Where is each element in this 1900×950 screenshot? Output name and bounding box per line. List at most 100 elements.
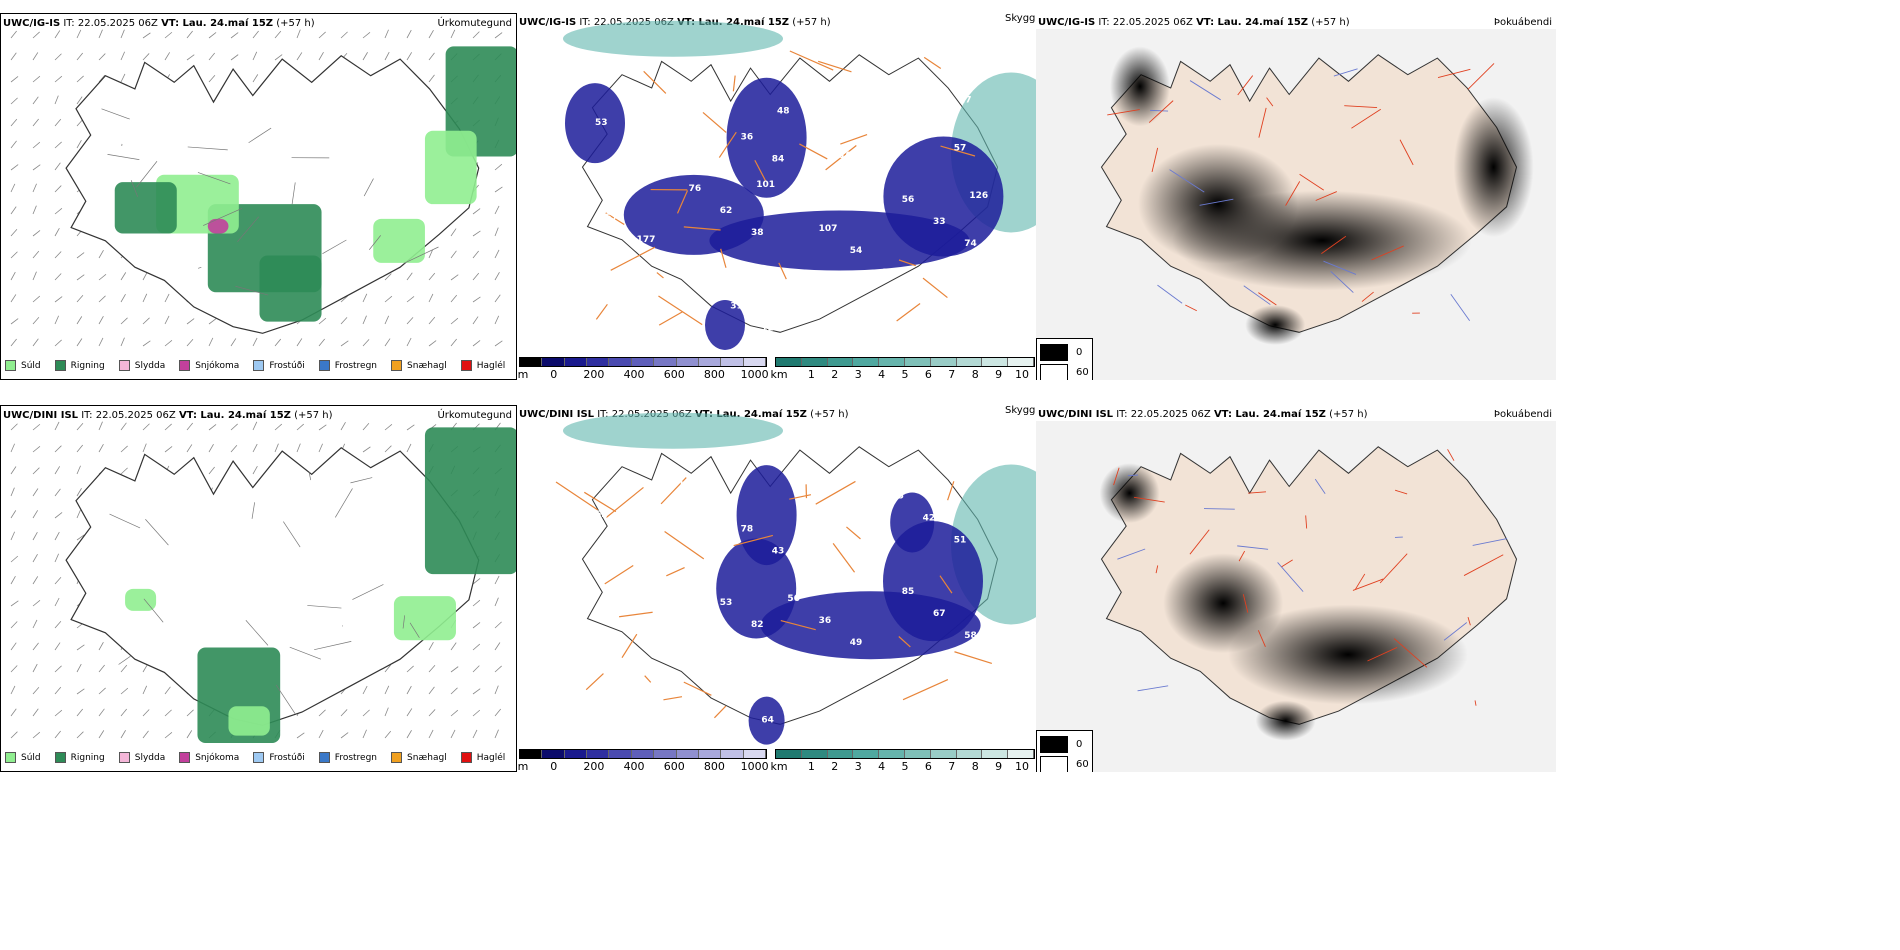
ceiling-visibility-panel-bottom: UWC/DINI ISL IT: 22.05.2025 06Z VT: Lau.… xyxy=(517,405,1037,772)
ceiling-value-label: 98 xyxy=(616,309,629,319)
wind-barb xyxy=(32,164,41,171)
wind-barb xyxy=(10,555,19,563)
ceiling-value-label: 78 xyxy=(741,524,754,534)
ceiling-value-label: 76 xyxy=(689,184,702,194)
legend-swatch xyxy=(391,752,403,763)
colorbar-tick: 2 xyxy=(831,760,839,772)
river-line xyxy=(1157,284,1183,304)
precip-area xyxy=(125,588,157,611)
wind-barb xyxy=(362,446,371,453)
legend-swatch xyxy=(118,360,130,371)
road-line xyxy=(732,75,736,92)
wind-barb xyxy=(98,274,107,281)
fog-area xyxy=(1099,463,1160,524)
road-line xyxy=(1258,107,1267,138)
colorbar-tick: 6 xyxy=(924,368,932,380)
colorbar-tick: 200 xyxy=(583,760,605,772)
ceiling-value-label: 65 xyxy=(699,279,712,289)
legend-swatch xyxy=(179,360,191,371)
road-line xyxy=(409,622,420,638)
wind-barb xyxy=(450,250,457,259)
colorbar-tick: 400 xyxy=(623,368,645,380)
colorbar-cell xyxy=(956,358,983,366)
wind-barb xyxy=(54,207,63,215)
ceiling-value-label: 53 xyxy=(720,598,733,608)
colorbar-unit: m xyxy=(517,368,529,380)
wind-barb xyxy=(142,709,150,717)
road-line xyxy=(187,146,228,151)
wind-barb xyxy=(208,424,217,431)
ceiling-value-label: 43 xyxy=(772,546,785,556)
wind-barb xyxy=(142,340,151,347)
ceiling-value-label: 54 xyxy=(850,246,863,256)
wind-barb xyxy=(54,251,62,259)
road-line xyxy=(555,481,598,511)
precip-map xyxy=(10,29,516,347)
wind-barb xyxy=(494,163,503,171)
fog-swatch xyxy=(1040,735,1068,753)
wind-barb xyxy=(406,296,415,303)
wind-barb xyxy=(120,422,127,431)
fog-area xyxy=(1228,604,1468,705)
wind-barb xyxy=(32,576,39,585)
wind-barb xyxy=(142,317,150,325)
wind-barb xyxy=(98,29,103,39)
wind-barb xyxy=(362,729,367,739)
ceiling-value-label: 177 xyxy=(637,235,656,245)
wind-barb xyxy=(296,29,301,39)
colorbar-cell xyxy=(801,750,828,758)
wind-barb xyxy=(10,642,17,651)
road-line xyxy=(898,636,911,648)
road-line xyxy=(902,679,949,701)
precip-area xyxy=(373,218,425,263)
precip-area xyxy=(445,46,516,157)
ceiling-value-label: 197 xyxy=(579,70,598,80)
wind-barb xyxy=(120,708,128,717)
wind-barb xyxy=(362,339,370,347)
wind-barb xyxy=(76,274,85,281)
road-line xyxy=(922,277,948,299)
wind-barb xyxy=(32,183,37,193)
road-line xyxy=(832,543,856,573)
colorbar-tick: 9 xyxy=(995,368,1003,380)
wind-barb xyxy=(10,487,15,497)
road-line xyxy=(713,705,727,719)
wind-barb xyxy=(54,512,63,519)
visibility-colorbar: km 1 2 3 4 5 6 7 8 9 10 xyxy=(770,749,1035,772)
wind-barb xyxy=(406,337,412,347)
fog-swatch xyxy=(1040,755,1068,772)
road-line xyxy=(778,262,787,280)
wind-barb xyxy=(32,118,39,127)
wind-barb xyxy=(54,730,61,739)
road-line xyxy=(145,519,169,546)
road-line xyxy=(251,502,255,519)
wind-barb xyxy=(406,272,413,281)
wind-barb xyxy=(252,30,259,39)
wind-barb xyxy=(472,688,481,695)
wind-barb xyxy=(362,315,367,325)
legend-swatch xyxy=(460,360,472,371)
wind-barb xyxy=(230,54,239,61)
wind-barb xyxy=(406,730,412,739)
road-line xyxy=(1463,554,1504,576)
ceiling-value-label: 44 xyxy=(626,532,639,542)
road-line xyxy=(307,605,342,609)
road-line xyxy=(643,70,667,94)
legend-swatch xyxy=(318,360,330,371)
wind-barb xyxy=(472,599,481,607)
road-line xyxy=(1474,700,1477,706)
river-line xyxy=(1237,545,1269,550)
ceiling-value-label: 36 xyxy=(741,132,754,142)
fog-map xyxy=(1036,29,1556,380)
wind-barb xyxy=(32,295,41,303)
wind-barb xyxy=(120,29,125,39)
wind-barb xyxy=(450,687,458,695)
panel-title: Úrkomutegund xyxy=(437,410,512,421)
road-line xyxy=(789,494,812,500)
wind-barb xyxy=(54,75,63,83)
wind-barb xyxy=(274,54,283,61)
road-line xyxy=(940,145,976,157)
road-line xyxy=(583,491,617,513)
river-line xyxy=(1443,622,1468,641)
road-line xyxy=(1258,292,1277,306)
